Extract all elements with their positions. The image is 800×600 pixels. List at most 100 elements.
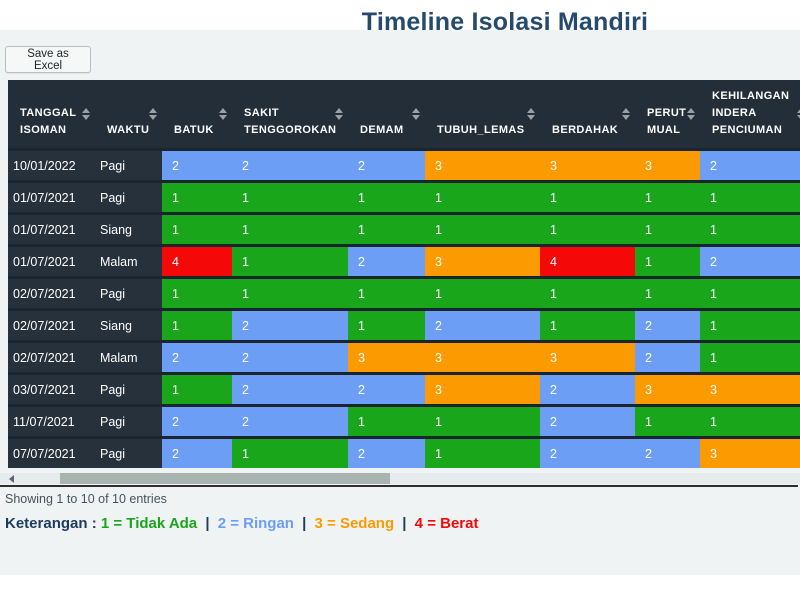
column-header-waktu[interactable]: WAKTU <box>95 80 162 148</box>
showing-entries-text: Showing 1 to 10 of 10 entries <box>5 492 167 506</box>
kehilangan-indera-penciuman-value-cell: 1 <box>700 215 800 244</box>
sakit-tenggorokan-value-cell: 1 <box>232 215 348 244</box>
sort-icon[interactable] <box>335 108 343 120</box>
column-header-tanggal-isoman[interactable]: TANGGAL ISOMAN <box>8 80 95 148</box>
kehilangan-indera-penciuman-value-cell: 1 <box>700 407 800 436</box>
demam-value-cell: 1 <box>348 183 425 212</box>
scrollbar-left-arrow-icon[interactable] <box>9 475 14 483</box>
waktu-cell: Pagi <box>95 375 162 404</box>
perut-mual-value-cell: 1 <box>635 279 700 308</box>
legend: Keterangan : 1 = Tidak Ada | 2 = Ringan … <box>5 515 478 532</box>
horizontal-scrollbar[interactable] <box>0 473 800 484</box>
column-header-label: PERUT <box>647 107 687 119</box>
demam-value-cell: 1 <box>348 407 425 436</box>
legend-separator: | <box>297 515 307 532</box>
batuk-value-cell: 2 <box>162 407 232 436</box>
tanggal-isoman-cell: 02/07/2021 <box>8 279 95 308</box>
table-header-row: TANGGAL ISOMAN WAKTU BATUK SAKIT TENGGOROKAN D… <box>8 80 800 148</box>
legend-separator: | <box>398 515 407 532</box>
sakit-tenggorokan-value-cell: 2 <box>232 407 348 436</box>
kehilangan-indera-penciuman-value-cell: 1 <box>700 279 800 308</box>
berdahak-value-cell: 1 <box>540 183 635 212</box>
sort-icon[interactable] <box>219 108 227 120</box>
tanggal-isoman-cell: 02/07/2021 <box>8 311 95 340</box>
tanggal-isoman-cell: 01/07/2021 <box>8 183 95 212</box>
tubuh-lemas-value-cell: 3 <box>425 375 540 404</box>
tanggal-isoman-cell: 01/07/2021 <box>8 215 95 244</box>
waktu-cell: Pagi <box>95 183 162 212</box>
berdahak-value-cell: 2 <box>540 407 635 436</box>
kehilangan-indera-penciuman-value-cell: 2 <box>700 151 800 180</box>
tubuh-lemas-value-cell: 3 <box>425 247 540 276</box>
tubuh-lemas-value-cell: 1 <box>425 215 540 244</box>
batuk-value-cell: 1 <box>162 311 232 340</box>
tubuh-lemas-value-cell: 3 <box>425 343 540 372</box>
timeline-table: TANGGAL ISOMAN WAKTU BATUK SAKIT TENGGOROKAN D… <box>8 80 800 468</box>
demam-value-cell: 2 <box>348 151 425 180</box>
waktu-cell: Pagi <box>95 439 162 468</box>
demam-value-cell: 2 <box>348 375 425 404</box>
sort-icon[interactable] <box>622 108 630 120</box>
table-row: 10/01/2022 Pagi 2 2 2 3 3 3 2 <box>8 151 800 180</box>
kehilangan-indera-penciuman-value-cell: 2 <box>700 247 800 276</box>
column-header-demam[interactable]: DEMAM <box>348 80 425 148</box>
table-body: 10/01/2022 Pagi 2 2 2 3 3 3 2 01/07/2021 Pagi 1 1 1 1 1… <box>8 151 800 468</box>
column-header-perut-mual[interactable]: PERUT MUAL <box>635 80 700 148</box>
sakit-tenggorokan-value-cell: 1 <box>232 439 348 468</box>
perut-mual-value-cell: 3 <box>635 151 700 180</box>
waktu-cell: Siang <box>95 215 162 244</box>
waktu-cell: Malam <box>95 343 162 372</box>
sort-icon[interactable] <box>687 108 695 120</box>
berdahak-value-cell: 1 <box>540 311 635 340</box>
sort-icon[interactable] <box>82 108 90 120</box>
waktu-cell: Pagi <box>95 279 162 308</box>
sakit-tenggorokan-value-cell: 2 <box>232 311 348 340</box>
kehilangan-indera-penciuman-value-cell: 1 <box>700 183 800 212</box>
waktu-cell: Pagi <box>95 407 162 436</box>
berdahak-value-cell: 1 <box>540 279 635 308</box>
berdahak-value-cell: 1 <box>540 215 635 244</box>
sakit-tenggorokan-value-cell: 2 <box>232 343 348 372</box>
tanggal-isoman-cell: 01/07/2021 <box>8 247 95 276</box>
tubuh-lemas-value-cell: 1 <box>425 407 540 436</box>
sakit-tenggorokan-value-cell: 1 <box>232 247 348 276</box>
column-header-batuk[interactable]: BATUK <box>162 80 232 148</box>
table-row: 01/07/2021 Malam 4 1 2 3 4 1 2 <box>8 247 800 276</box>
table-row: 02/07/2021 Siang 1 2 1 2 1 2 1 <box>8 311 800 340</box>
sort-icon[interactable] <box>412 108 420 120</box>
sort-icon[interactable] <box>797 108 800 120</box>
column-header-sakit-tenggorokan[interactable]: SAKIT TENGGOROKAN <box>232 80 348 148</box>
legend-separator: | <box>201 515 210 532</box>
column-header-label: SAKIT <box>244 107 279 119</box>
sakit-tenggorokan-value-cell: 2 <box>232 375 348 404</box>
column-header-berdahak[interactable]: BERDAHAK <box>540 80 635 148</box>
column-header-label: TENGGOROKAN <box>244 124 337 136</box>
kehilangan-indera-penciuman-value-cell: 1 <box>700 311 800 340</box>
berdahak-value-cell: 3 <box>540 343 635 372</box>
sort-icon[interactable] <box>527 108 535 120</box>
column-header-tubuh-lemas[interactable]: TUBUH_LEMAS <box>425 80 540 148</box>
demam-value-cell: 1 <box>348 215 425 244</box>
tubuh-lemas-value-cell: 1 <box>425 183 540 212</box>
perut-mual-value-cell: 3 <box>635 375 700 404</box>
column-header-label: WAKTU <box>107 124 150 136</box>
column-header-label: KEHILANGAN <box>712 90 790 102</box>
perut-mual-value-cell: 2 <box>635 439 700 468</box>
batuk-value-cell: 2 <box>162 151 232 180</box>
sort-icon[interactable] <box>149 108 157 120</box>
perut-mual-value-cell: 2 <box>635 311 700 340</box>
demam-value-cell: 2 <box>348 247 425 276</box>
save-as-excel-button[interactable]: Save as Excel <box>5 46 91 73</box>
tanggal-isoman-cell: 10/01/2022 <box>8 151 95 180</box>
column-header-label: ISOMAN <box>20 124 67 136</box>
column-header-label: MUAL <box>647 124 681 136</box>
scrollbar-thumb[interactable] <box>60 473 390 484</box>
batuk-value-cell: 2 <box>162 343 232 372</box>
column-header-kehilangan-indera-penciuman[interactable]: KEHILANGAN INDERA PENCIUMAN <box>700 80 800 148</box>
column-header-label: BATUK <box>174 124 214 136</box>
sakit-tenggorokan-value-cell: 1 <box>232 183 348 212</box>
table-bottom-divider <box>0 485 798 487</box>
legend-item: 2 = Ringan <box>213 515 294 532</box>
kehilangan-indera-penciuman-value-cell: 3 <box>700 439 800 468</box>
batuk-value-cell: 1 <box>162 279 232 308</box>
